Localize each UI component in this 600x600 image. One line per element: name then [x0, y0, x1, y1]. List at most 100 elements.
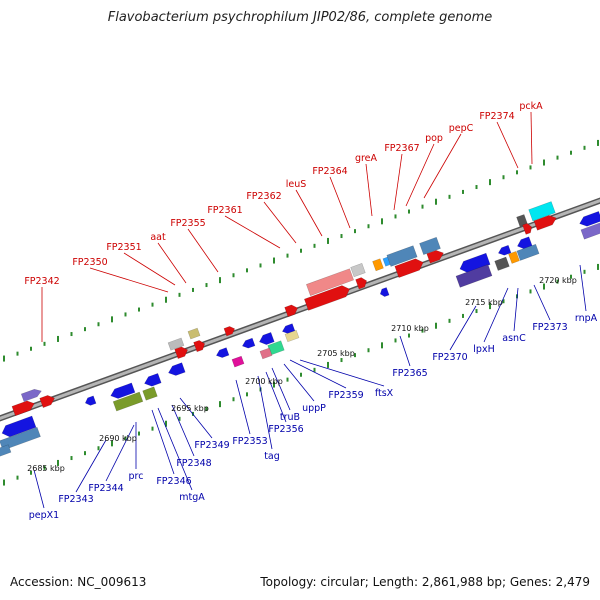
leader-line: [423, 133, 462, 199]
leader-line: [75, 439, 107, 493]
gene-feature: [215, 347, 230, 358]
gene-label-fp2350: FP2350: [72, 257, 107, 268]
leader-line: [157, 407, 193, 491]
scale-label: 2710 kbp: [391, 324, 429, 333]
lower-tick-track-mark: [448, 318, 451, 323]
lower-tick-track-mark: [57, 459, 59, 466]
gene-label-prc: prc: [129, 471, 144, 482]
lower-tick-track-mark: [354, 353, 356, 358]
gene-feature: [579, 211, 600, 227]
genome-summary: Topology: circular; Length: 2,861,988 bp…: [260, 575, 590, 589]
upper-tick-track-mark: [556, 155, 559, 160]
gene-label-pepx1: pepX1: [29, 510, 59, 521]
lower-tick-track-mark: [367, 348, 370, 353]
upper-tick-track-mark: [205, 283, 208, 288]
lower-tick-track-mark: [124, 436, 127, 441]
leader-line: [89, 267, 169, 293]
lower-tick-track-mark: [43, 465, 46, 470]
lower-tick-track-mark: [232, 397, 235, 402]
gene-label-fp2373: FP2373: [532, 322, 567, 333]
gene-feature: [497, 244, 512, 256]
leader-line: [257, 375, 273, 450]
gene-label-fp2370: FP2370: [432, 352, 467, 363]
upper-tick-track-mark: [516, 170, 518, 175]
gene-feature: [306, 268, 354, 297]
lower-tick-track-mark: [30, 470, 32, 475]
gene-feature: [494, 256, 510, 271]
gene-label-fp2359: FP2359: [328, 390, 363, 401]
lower-tick-track-mark: [381, 342, 383, 349]
leader-line: [483, 287, 509, 343]
lower-tick-track-mark: [421, 328, 424, 333]
upper-tick-track-mark: [165, 296, 167, 303]
gene-label-pop: pop: [425, 133, 443, 144]
leader-line: [33, 469, 45, 509]
upper-tick-track-mark: [84, 327, 86, 332]
lower-tick-track-mark: [97, 446, 100, 451]
gene-feature: [508, 251, 520, 264]
scale-label: 2700 kbp: [245, 377, 283, 386]
gene-label-lpxh: lpxH: [473, 344, 494, 355]
gene-label-fp2356: FP2356: [268, 424, 303, 435]
gene-label-grea: greA: [355, 153, 378, 164]
lower-tick-track-mark: [313, 367, 316, 372]
upper-tick-track-mark: [70, 332, 73, 337]
leader-line: [289, 359, 347, 389]
upper-tick-track-mark: [300, 248, 302, 253]
gene-feature: [259, 332, 275, 345]
gene-feature: [350, 262, 366, 278]
gene-label-tag: tag: [264, 451, 280, 462]
gene-label-fp2374: FP2374: [479, 111, 514, 122]
lower-tick-track-mark: [462, 313, 464, 318]
gene-label-fp2343: FP2343: [58, 494, 93, 505]
upper-tick-track-mark: [313, 243, 316, 248]
lower-tick-track-mark: [246, 392, 248, 397]
leader-line: [179, 397, 213, 439]
gene-feature: [459, 252, 491, 273]
gene-feature: [522, 223, 533, 235]
leader-line: [393, 153, 403, 211]
leader-line: [105, 424, 135, 482]
lower-tick-track-mark: [583, 269, 586, 274]
upper-tick-track-mark: [367, 224, 370, 229]
leader-line: [157, 242, 187, 284]
gene-feature: [193, 340, 206, 353]
upper-tick-track-mark: [394, 214, 397, 219]
lower-tick-track-mark: [16, 475, 19, 480]
gene-feature: [259, 347, 273, 360]
lower-tick-track-mark: [489, 303, 491, 310]
leader-line: [224, 215, 281, 249]
lower-tick-track-mark: [165, 420, 167, 427]
leader-line: [449, 305, 477, 351]
gene-feature: [174, 346, 188, 360]
upper-tick-track-mark: [286, 253, 289, 258]
lower-tick-track-mark: [205, 407, 208, 412]
upper-tick-track-mark: [475, 185, 478, 190]
gene-feature: [516, 243, 540, 261]
lower-tick-track-mark: [84, 451, 86, 456]
upper-tick-track-mark: [30, 346, 32, 351]
leader-line: [399, 335, 411, 367]
upper-tick-track-mark: [192, 287, 194, 292]
label-leaders: [33, 111, 587, 509]
lower-tick-track-mark: [111, 440, 113, 447]
gene-label-fp2365: FP2365: [392, 368, 427, 379]
gene-feature: [1, 415, 37, 438]
scale-label: 2685 kbp: [27, 464, 65, 473]
gene-label-trub: truB: [280, 412, 300, 423]
leader-line: [299, 359, 385, 387]
lower-tick-track-mark: [556, 279, 559, 284]
lower-tick-track-mark: [178, 416, 181, 421]
leader-line: [151, 409, 175, 475]
gene-label-ftsx: ftsX: [375, 388, 394, 399]
upper-tick-track-mark: [354, 229, 356, 234]
gene-feature: [379, 287, 390, 297]
upper-tick-track-mark: [3, 355, 5, 362]
lower-tick-track-mark: [3, 479, 5, 486]
lower-tick-track-mark: [138, 431, 140, 436]
gene-feature: [419, 236, 441, 255]
gene-feature: [304, 285, 350, 311]
leader-line: [187, 228, 219, 273]
upper-tick-track-mark: [570, 150, 572, 155]
scale-label: 2695 kbp: [171, 404, 209, 413]
